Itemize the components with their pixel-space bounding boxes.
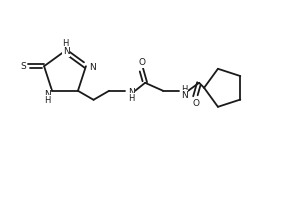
Text: H: H	[128, 94, 134, 103]
Text: N: N	[44, 90, 50, 99]
Text: N: N	[181, 91, 188, 100]
Text: S: S	[20, 62, 26, 71]
Text: O: O	[139, 58, 145, 67]
Text: H: H	[181, 85, 187, 94]
Text: N: N	[63, 47, 69, 56]
Text: H: H	[44, 96, 50, 105]
Text: N: N	[128, 88, 134, 97]
Text: H: H	[62, 40, 68, 48]
Text: O: O	[193, 99, 200, 108]
Text: N: N	[89, 63, 96, 72]
